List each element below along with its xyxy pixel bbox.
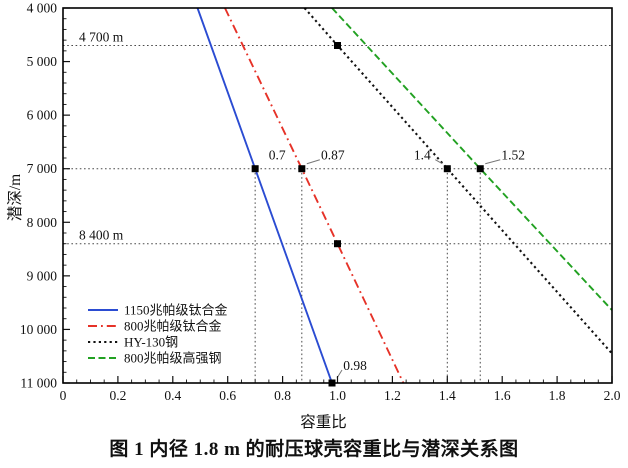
- x-tick-label-2: 0.4: [164, 388, 181, 403]
- annotation-leader-1: [306, 159, 320, 165]
- y-tick-label-0: 4 000: [27, 1, 58, 16]
- data-marker-4: [334, 42, 341, 49]
- series-line-3: [331, 7, 613, 311]
- legend-label-2: HY-130钢: [124, 335, 178, 350]
- series-line-2: [303, 7, 613, 355]
- x-tick-label-5: 1.0: [329, 388, 346, 403]
- y-tick-label-1: 5 000: [27, 54, 58, 69]
- data-marker-2: [443, 165, 451, 173]
- x-tick-label-7: 1.4: [439, 388, 456, 403]
- y-tick-label-7: 11 000: [20, 376, 57, 391]
- x-tick-label-4: 0.8: [274, 388, 291, 403]
- x-tick-label-10: 2.0: [604, 388, 621, 403]
- annotation-leader-3: [485, 159, 501, 165]
- x-axis-label: 容重比: [300, 413, 347, 431]
- data-marker-1: [298, 165, 306, 173]
- annotation-label-0.98: 0.98: [343, 358, 367, 373]
- y-tick-label-4: 8 000: [27, 215, 58, 230]
- ref-label-4700: 4 700 m: [79, 30, 124, 45]
- plot-border: [62, 7, 613, 384]
- y-tick-label-5: 9 000: [27, 268, 58, 283]
- x-tick-label-9: 1.8: [549, 388, 566, 403]
- x-tick-label-1: 0.2: [109, 388, 126, 403]
- ref-label-8400: 8 400 m: [79, 228, 124, 243]
- annotation-label-0.7: 0.7: [269, 148, 286, 163]
- x-tick-label-6: 1.2: [384, 388, 401, 403]
- figure-caption: 图 1 内径 1.8 m 的耐压球壳容重比与潜深关系图: [109, 439, 519, 460]
- legend-label-1: 800兆帕级钛合金: [124, 319, 222, 334]
- y-tick-label-6: 10 000: [20, 322, 57, 337]
- annotation-label-0.87: 0.87: [321, 148, 345, 163]
- y-tick-label-3: 7 000: [27, 161, 58, 176]
- annotation-leader-2: [435, 159, 443, 165]
- y-tick-label-2: 6 000: [27, 108, 58, 123]
- legend-label-3: 800兆帕级高强钢: [124, 351, 222, 366]
- x-tick-label-8: 1.6: [494, 388, 511, 403]
- depth-ratio-chart: 4 700 m 8 400 m 0.7 0.87 1.4 1.52 0.98 0 0.2 0.4 0…: [6, 1, 621, 432]
- annotation-label-1.4: 1.4: [414, 148, 431, 163]
- data-marker-0: [251, 165, 259, 173]
- series-line-1: [224, 7, 405, 384]
- data-marker-5: [334, 240, 341, 248]
- y-axis-label: 潜深/m: [6, 174, 24, 221]
- annotation-label-1.52: 1.52: [501, 148, 525, 163]
- data-marker-3: [476, 165, 484, 173]
- legend-label-0: 1150兆帕级钛合金: [124, 303, 228, 318]
- x-tick-label-3: 0.6: [219, 388, 236, 403]
- x-tick-label-0: 0: [60, 388, 67, 403]
